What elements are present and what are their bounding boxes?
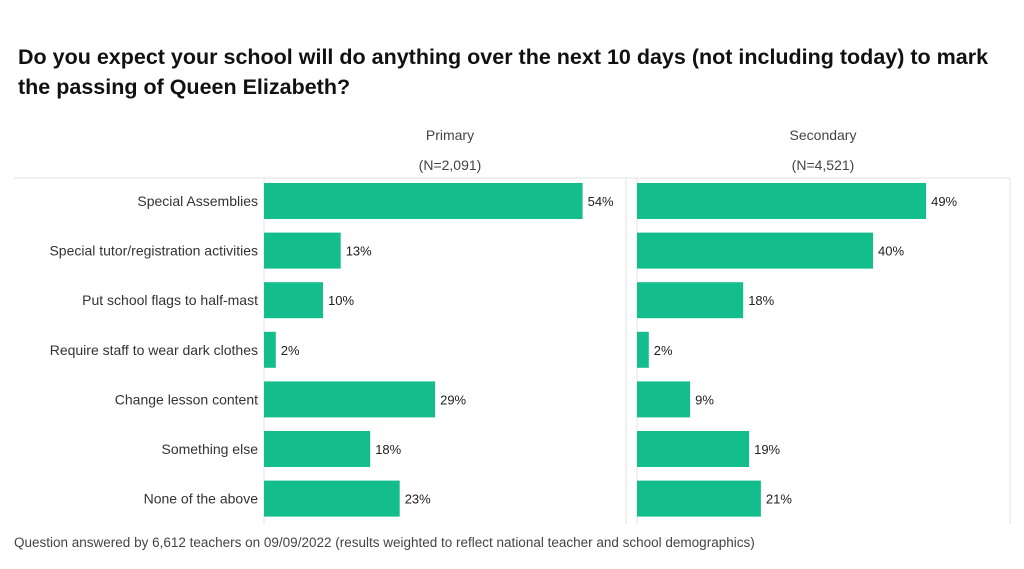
primary-bar-require-staff-to-wear-dark-clothes [264, 331, 276, 368]
category-label-special-tutor-registration-activities: Special tutor/registration activities [49, 243, 258, 259]
primary-bar-something-else [264, 431, 371, 467]
primary-value-label-special-assemblies: 54% [588, 194, 614, 209]
category-label-something-else: Something else [161, 441, 258, 457]
category-label-require-staff-to-wear-dark-clothes: Require staff to wear dark clothes [50, 342, 258, 358]
secondary-panel-title: Secondary [790, 127, 857, 143]
secondary-value-label-something-else: 19% [754, 442, 780, 457]
secondary-value-label-require-staff-to-wear-dark-clothes: 2% [654, 343, 673, 358]
primary-value-label-special-tutor-registration-activities: 13% [346, 244, 372, 259]
primary-value-label-something-else: 18% [375, 442, 401, 457]
primary-value-label-require-staff-to-wear-dark-clothes: 2% [281, 343, 300, 358]
secondary-bar-put-school-flags-to-half-mast [637, 282, 744, 319]
secondary-bar-something-else [637, 431, 750, 467]
secondary-value-label-change-lesson-content: 9% [695, 392, 714, 407]
chart-footnote: Question answered by 6,612 teachers on 0… [14, 535, 755, 550]
primary-panel-title: Primary [426, 127, 474, 143]
secondary-bar-special-assemblies [637, 183, 927, 219]
primary-value-label-put-school-flags-to-half-mast: 10% [328, 293, 354, 308]
secondary-value-label-put-school-flags-to-half-mast: 18% [748, 293, 774, 308]
secondary-value-label-none-of-the-above: 21% [766, 492, 792, 507]
secondary-value-label-special-assemblies: 49% [931, 194, 957, 209]
secondary-bar-change-lesson-content [637, 381, 691, 418]
secondary-sample-size: (N=4,521) [792, 157, 855, 173]
secondary-value-label-special-tutor-registration-activities: 40% [878, 244, 904, 259]
category-label-change-lesson-content: Change lesson content [115, 391, 258, 407]
chart-title: Do you expect your school will do anythi… [18, 45, 989, 99]
primary-bar-none-of-the-above [264, 480, 400, 517]
secondary-bar-none-of-the-above [637, 480, 761, 517]
primary-value-label-change-lesson-content: 29% [440, 392, 466, 407]
primary-bar-change-lesson-content [264, 381, 436, 418]
primary-bar-put-school-flags-to-half-mast [264, 282, 323, 319]
category-label-special-assemblies: Special Assemblies [137, 193, 258, 209]
primary-bar-special-assemblies [264, 183, 583, 219]
primary-bar-special-tutor-registration-activities [264, 232, 341, 269]
category-label-none-of-the-above: None of the above [144, 491, 259, 507]
category-label-put-school-flags-to-half-mast: Put school flags to half-mast [82, 292, 258, 308]
primary-value-label-none-of-the-above: 23% [405, 492, 431, 507]
primary-sample-size: (N=2,091) [419, 157, 482, 173]
secondary-bar-require-staff-to-wear-dark-clothes [637, 331, 649, 368]
secondary-bar-special-tutor-registration-activities [637, 232, 873, 269]
